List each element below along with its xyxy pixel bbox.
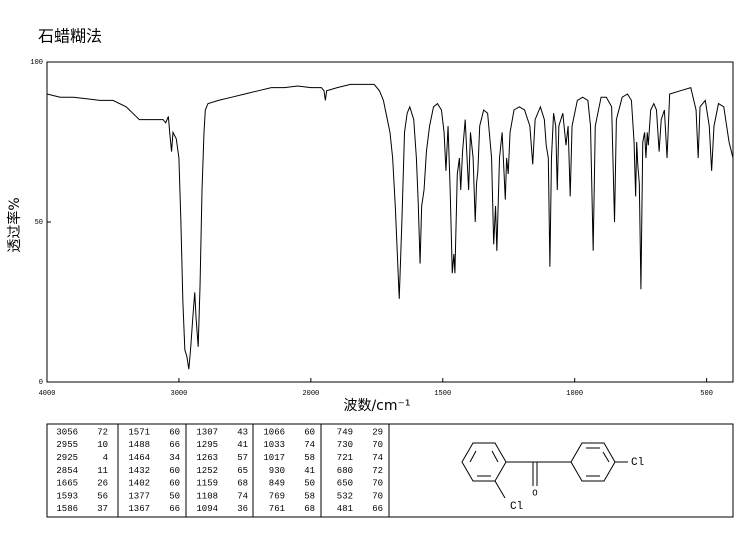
peak-transmittance: 58 — [304, 491, 315, 501]
x-tick-label: 2000 — [302, 390, 319, 398]
peak-wavenumber: 849 — [269, 479, 285, 489]
peak-wavenumber: 1159 — [196, 479, 218, 489]
peak-wavenumber: 1307 — [196, 427, 218, 437]
peak-wavenumber: 1432 — [128, 466, 150, 476]
peak-transmittance: 70 — [372, 479, 383, 489]
peak-wavenumber: 1094 — [196, 504, 218, 514]
peak-transmittance: 41 — [237, 440, 248, 450]
peak-transmittance: 74 — [372, 453, 383, 463]
peak-transmittance: 56 — [97, 491, 108, 501]
peak-transmittance: 68 — [304, 504, 315, 514]
peak-wavenumber: 1571 — [128, 427, 150, 437]
peak-transmittance: 37 — [97, 504, 108, 514]
peak-wavenumber: 730 — [337, 440, 353, 450]
peak-transmittance: 68 — [237, 479, 248, 489]
structure-bonds — [461, 442, 628, 499]
peak-transmittance: 11 — [97, 466, 108, 476]
peak-wavenumber: 1033 — [263, 440, 285, 450]
atom-label: O — [532, 488, 537, 498]
peak-transmittance: 4 — [103, 453, 108, 463]
peak-wavenumber: 1108 — [196, 491, 218, 501]
peak-transmittance: 70 — [372, 440, 383, 450]
x-tick-label: 1000 — [566, 390, 583, 398]
peak-transmittance: 66 — [169, 440, 180, 450]
peak-transmittance: 41 — [304, 466, 315, 476]
peak-transmittance: 26 — [97, 479, 108, 489]
peak-transmittance: 72 — [97, 427, 108, 437]
x-tick-label: 1500 — [434, 390, 451, 398]
peak-transmittance: 60 — [169, 427, 180, 437]
peak-transmittance: 72 — [372, 466, 383, 476]
peak-wavenumber: 481 — [337, 504, 353, 514]
peak-transmittance: 43 — [237, 427, 248, 437]
peak-wavenumber: 930 — [269, 466, 285, 476]
peak-transmittance: 74 — [304, 440, 315, 450]
peak-wavenumber: 2925 — [56, 453, 78, 463]
peak-wavenumber: 749 — [337, 427, 353, 437]
peak-wavenumber: 769 — [269, 491, 285, 501]
x-tick-label: 500 — [700, 390, 713, 398]
spectrum-line — [46, 83, 734, 370]
x-tick-label: 3000 — [171, 390, 188, 398]
x-tick-label: 4000 — [39, 390, 56, 398]
peak-wavenumber: 1017 — [263, 453, 285, 463]
peak-wavenumber: 1665 — [56, 479, 78, 489]
peak-wavenumber: 680 — [337, 466, 353, 476]
peak-transmittance: 66 — [169, 504, 180, 514]
peak-transmittance: 36 — [237, 504, 248, 514]
table-dividers — [117, 424, 390, 517]
atom-label: Cl — [510, 501, 523, 513]
peak-transmittance: 66 — [372, 504, 383, 514]
peak-transmittance: 50 — [169, 491, 180, 501]
peak-transmittance: 70 — [372, 491, 383, 501]
peak-wavenumber: 1593 — [56, 491, 78, 501]
peak-transmittance: 50 — [304, 479, 315, 489]
peak-wavenumber: 721 — [337, 453, 353, 463]
peak-wavenumber: 1402 — [128, 479, 150, 489]
peak-wavenumber: 2955 — [56, 440, 78, 450]
peak-transmittance: 29 — [372, 427, 383, 437]
peak-wavenumber: 1066 — [263, 427, 285, 437]
atom-label: Cl — [631, 457, 644, 469]
peak-wavenumber: 3056 — [56, 427, 78, 437]
peak-wavenumber: 1586 — [56, 504, 78, 514]
peak-transmittance: 60 — [169, 479, 180, 489]
peak-table-frame — [46, 423, 734, 518]
x-axis-label: 波数/cm⁻¹ — [343, 398, 410, 414]
peak-wavenumber: 650 — [337, 479, 353, 489]
peak-transmittance: 57 — [237, 453, 248, 463]
peak-wavenumber: 761 — [269, 504, 285, 514]
peak-wavenumber: 1464 — [128, 453, 150, 463]
peak-transmittance: 65 — [237, 466, 248, 476]
peak-transmittance: 60 — [169, 466, 180, 476]
peak-wavenumber: 1263 — [196, 453, 218, 463]
peak-transmittance: 58 — [304, 453, 315, 463]
chart-title: 石蜡糊法 — [38, 27, 102, 46]
peak-transmittance: 60 — [304, 427, 315, 437]
peak-wavenumber: 2854 — [56, 466, 78, 476]
peak-transmittance: 10 — [97, 440, 108, 450]
peak-wavenumber: 1377 — [128, 491, 150, 501]
y-axis-label: 透过率% — [6, 197, 23, 252]
peak-wavenumber: 1252 — [196, 466, 218, 476]
plot-frame — [46, 61, 734, 383]
y-tick-label: 100 — [30, 59, 43, 67]
peak-wavenumber: 1488 — [128, 440, 150, 450]
peak-wavenumber: 1367 — [128, 504, 150, 514]
peak-wavenumber: 532 — [337, 491, 353, 501]
y-tick-label: 0 — [39, 379, 43, 387]
peak-transmittance: 74 — [237, 491, 248, 501]
peak-wavenumber: 1295 — [196, 440, 218, 450]
peak-transmittance: 34 — [169, 453, 180, 463]
y-tick-label: 50 — [35, 219, 43, 227]
